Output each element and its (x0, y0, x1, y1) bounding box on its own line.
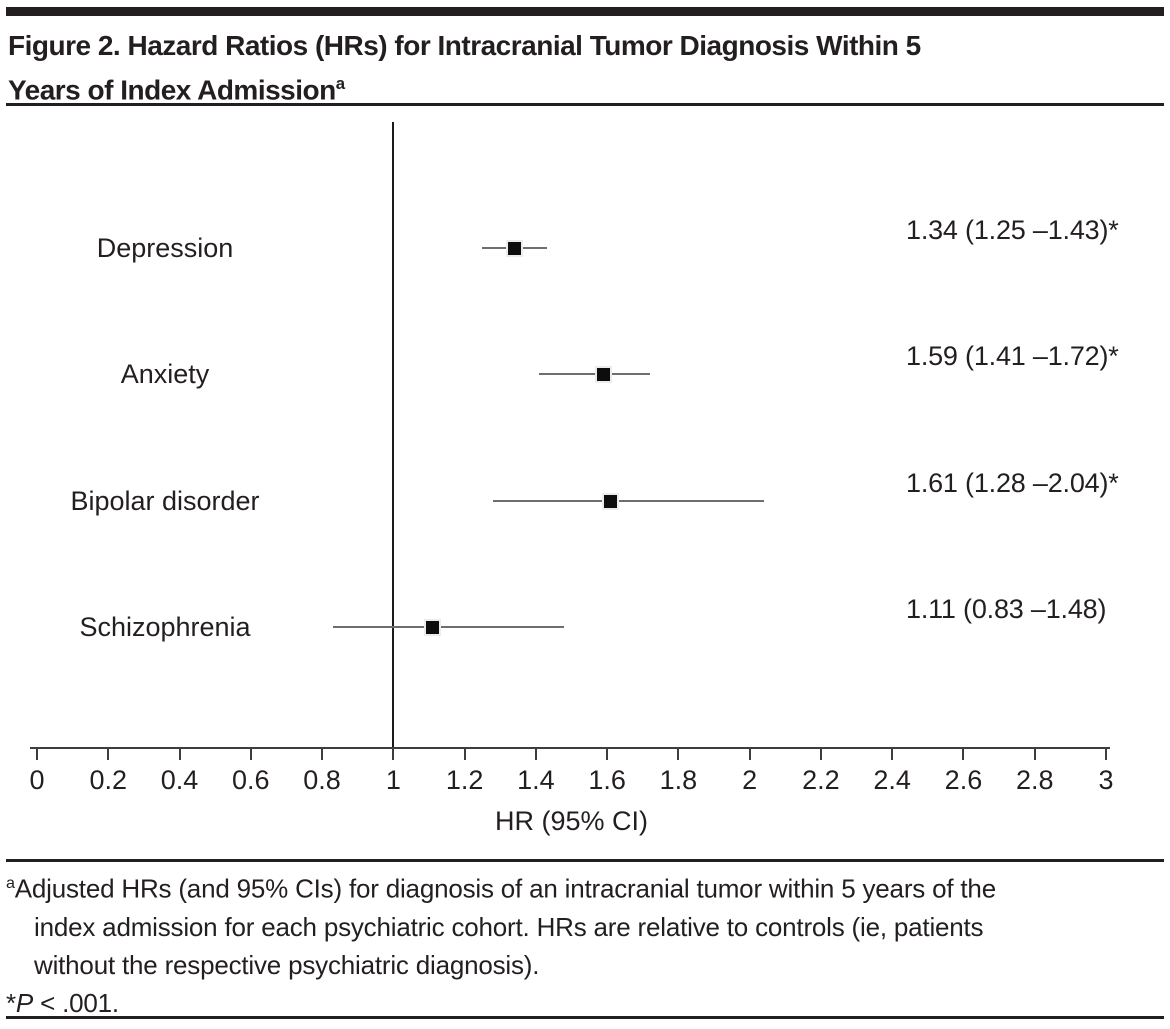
x-axis-tick-label: 3 (1098, 765, 1114, 795)
footnote-line: index admission for each psychiatric coh… (34, 911, 984, 942)
x-axis-tick (819, 749, 822, 760)
chart-row-label: Depression (96, 233, 234, 263)
x-axis-tick-label: 1.8 (659, 765, 698, 795)
hr-value-label: 1.61 (1.28 –2.04)* (906, 468, 1119, 498)
x-axis-tick (36, 749, 38, 760)
x-axis-tick-label: 0.6 (232, 765, 270, 795)
x-axis-tick-label: 0.2 (89, 765, 128, 795)
x-axis-tick (321, 749, 324, 760)
x-axis-tick (677, 749, 680, 760)
hr-value-label: 1.11 (0.83 –1.48) (906, 594, 1107, 624)
x-axis-tick-label: 1 (385, 765, 401, 795)
footnote-marker: a (6, 874, 15, 892)
figure-title: Figure 2. Hazard Ratios (HRs) for Intrac… (8, 27, 921, 109)
ci-line (493, 500, 764, 502)
point-marker (602, 492, 620, 510)
title-divider-rule (6, 103, 1164, 106)
point-marker (505, 239, 523, 257)
footnote-line: aAdjusted HRs (and 95% CIs) for diagnosi… (6, 873, 996, 904)
figure-title-line2: Years of Index Admissiona (8, 74, 345, 106)
x-axis-tick-label: 1.6 (588, 765, 626, 795)
footnote-line: without the respective psychiatric diagn… (34, 949, 540, 980)
x-axis-tick-label: 1.2 (445, 765, 484, 795)
reference-line-hr-1 (392, 122, 395, 748)
bottom-rule (6, 1016, 1164, 1019)
x-axis-tick (249, 749, 252, 760)
x-axis-tick (1105, 749, 1107, 760)
x-axis-tick (962, 749, 965, 760)
x-axis-tick (463, 749, 466, 760)
hr-value-label: 1.34 (1.25 –1.43)* (906, 215, 1119, 245)
top-rule-bar (6, 7, 1164, 16)
x-axis-tick (891, 749, 894, 760)
footnote-divider-rule (6, 859, 1164, 862)
x-axis-tick-label: 2.8 (1015, 765, 1054, 795)
x-axis-tick (606, 749, 609, 760)
x-axis-tick-label: 2.6 (944, 765, 983, 795)
x-axis-tick-label: 0.4 (160, 765, 199, 795)
x-axis-tick (107, 749, 110, 760)
point-marker (595, 365, 613, 383)
x-axis-title: HR (95% CI) (494, 806, 649, 836)
x-axis-tick-label: 0 (29, 765, 45, 795)
chart-row-label: Bipolar disorder (70, 486, 260, 516)
x-axis-tick (392, 749, 395, 760)
x-axis-tick (748, 749, 751, 760)
x-axis-tick-label: 0.8 (303, 765, 341, 795)
x-axis-tick-label: 2.4 (873, 765, 911, 795)
x-axis-tick-label: 1.4 (517, 765, 555, 795)
point-marker (424, 618, 442, 636)
footnote: aAdjusted HRs (and 95% CIs) for diagnosi… (6, 864, 996, 1022)
x-axis-tick (534, 749, 537, 760)
figure-title-line1: Figure 2. Hazard Ratios (HRs) for Intrac… (8, 30, 921, 61)
significance-note: *P < .001. (6, 987, 119, 1018)
ci-line (539, 373, 650, 375)
x-axis-tick (1033, 749, 1036, 760)
ci-line (332, 626, 565, 628)
x-axis-line (30, 747, 1110, 749)
x-axis-tick-label: 2.2 (802, 765, 840, 795)
footnote-marker-superscript: a (335, 74, 345, 93)
hr-value-label: 1.59 (1.41 –1.72)* (906, 341, 1119, 371)
x-axis-tick (178, 749, 181, 760)
x-axis-tick-label: 2 (742, 765, 758, 795)
chart-row-label: Schizophrenia (79, 612, 251, 642)
chart-row-label: Anxiety (120, 359, 210, 389)
